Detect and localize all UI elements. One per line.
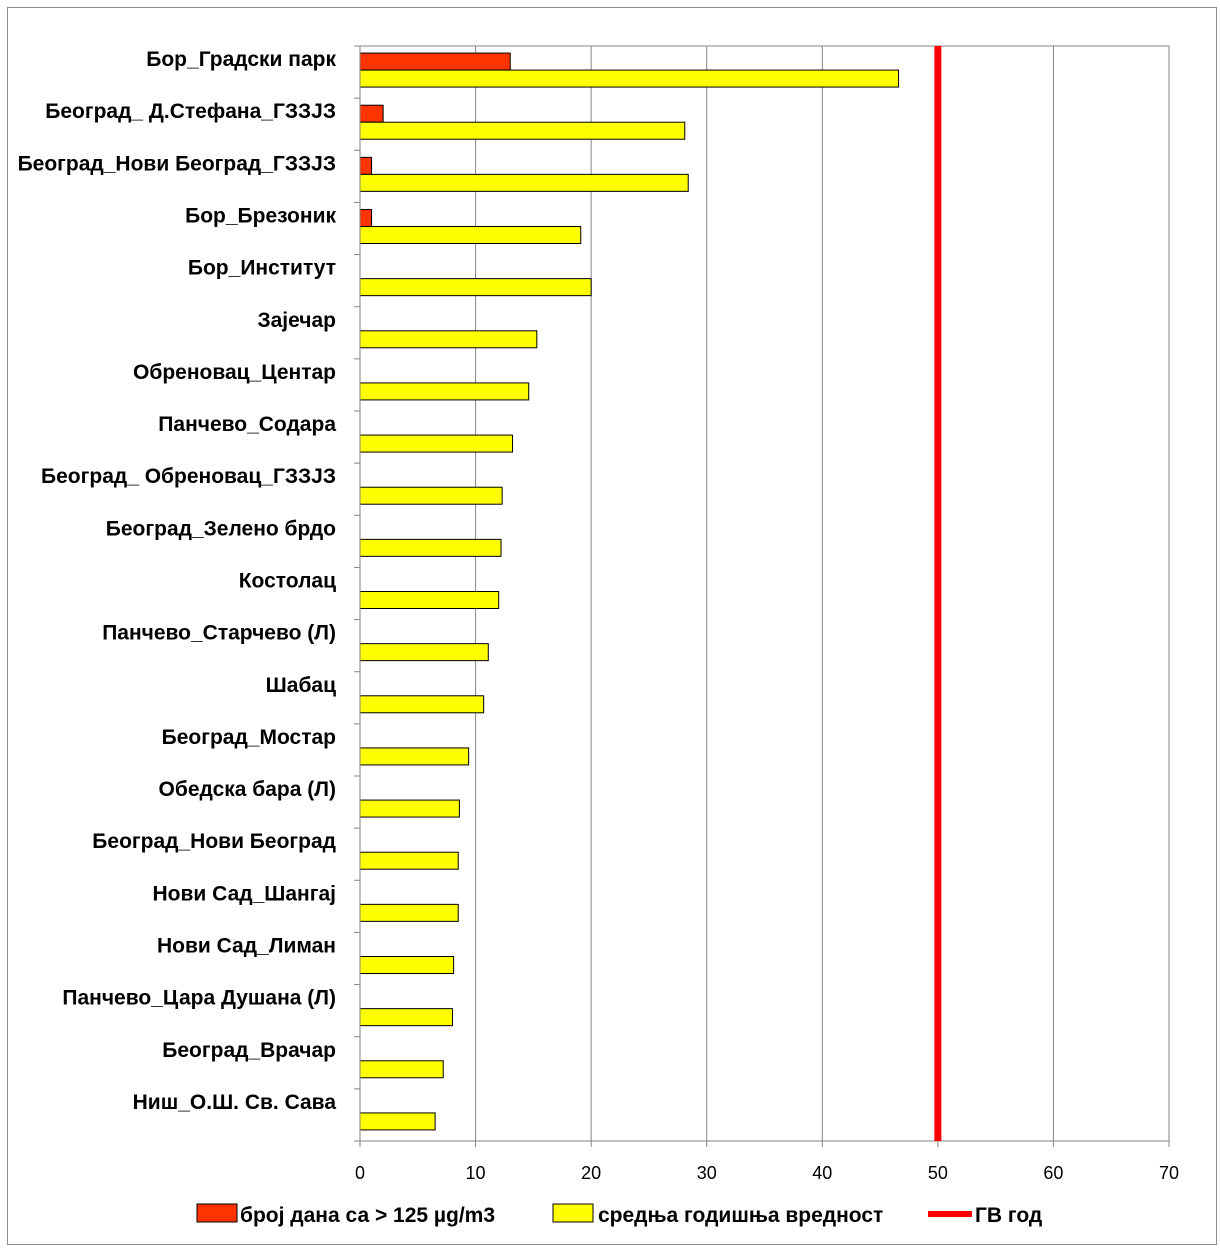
category-label: Панчево_Старчево (Л) xyxy=(102,622,336,645)
category-label: Нови Сад_Шангај xyxy=(153,882,336,905)
axes xyxy=(354,45,1170,1147)
bar-annual-mean xyxy=(359,643,489,662)
category-label: Београд_ Д.Стефана_ГЗЗЈЗ xyxy=(45,100,336,123)
category-label: Београд_ Обреновац_ГЗЗЈЗ xyxy=(41,465,336,488)
category-label: Нови Сад_Лиман xyxy=(157,935,336,958)
category-label: Панчево_Содара xyxy=(158,413,336,436)
category-label: Ниш_О.Ш. Св. Сава xyxy=(133,1091,337,1114)
bar-annual-mean xyxy=(359,226,582,244)
bar-annual-mean xyxy=(359,695,485,714)
bar-annual-mean xyxy=(359,69,900,88)
x-tick-label: 70 xyxy=(1159,1163,1179,1183)
category-label: Београд_Врачар xyxy=(162,1039,336,1062)
category-label: Београд_Нови Београд xyxy=(92,830,336,853)
category-label: Бор_Институт xyxy=(188,257,336,280)
category-label: Костолац xyxy=(239,570,336,593)
legend-swatch-annual-mean xyxy=(552,1203,594,1223)
bar-annual-mean xyxy=(359,903,459,922)
bar-annual-mean xyxy=(359,591,500,609)
category-label: Панчево_Цара Душана (Л) xyxy=(62,987,336,1010)
category-label: Бор_Градски парк xyxy=(146,48,336,71)
bar-annual-mean xyxy=(359,538,502,557)
bar-days-exceeded xyxy=(359,52,511,71)
legend-label-days-exceeded: број дана са > 125 µg/m3 xyxy=(240,1204,495,1227)
bar-annual-mean xyxy=(359,747,470,766)
chart-frame xyxy=(7,7,1217,1245)
legend: број дана са > 125 µg/m3 средња годишња в… xyxy=(196,1203,1042,1227)
bar-annual-mean xyxy=(359,1112,436,1131)
bar-annual-mean xyxy=(359,799,460,818)
x-tick-label: 30 xyxy=(697,1163,717,1183)
category-label: Обедска бара (Л) xyxy=(159,778,336,801)
legend-swatch-days-exceeded xyxy=(196,1203,238,1223)
category-labels: Бор_Градски парк Београд_ Д.Стефана_ГЗЗЈЗ… xyxy=(18,48,337,1114)
bar-annual-mean xyxy=(359,278,592,297)
bars xyxy=(359,52,900,1131)
legend-label-annual-mean: средња годишња вредност xyxy=(598,1204,883,1227)
x-tick-label: 0 xyxy=(355,1163,365,1183)
bar-annual-mean xyxy=(359,1008,453,1027)
category-label: Београд_Нови Београд_ГЗЗЈЗ xyxy=(18,152,336,175)
category-label: Зајечар xyxy=(257,309,336,332)
bar-days-exceeded xyxy=(359,209,373,227)
category-label: Бор_Брезоник xyxy=(185,205,336,228)
category-label: Београд_Зелено брдо xyxy=(106,517,336,540)
x-tick-label: 40 xyxy=(812,1163,832,1183)
x-tick-label: 60 xyxy=(1043,1163,1063,1183)
bar-annual-mean xyxy=(359,173,689,192)
x-tick-label: 50 xyxy=(928,1163,948,1183)
bar-annual-mean xyxy=(359,851,459,870)
bar-annual-mean xyxy=(359,1060,444,1079)
bar-annual-mean xyxy=(359,330,538,349)
bar-days-exceeded xyxy=(359,104,384,123)
bar-days-exceeded xyxy=(359,156,373,175)
x-tick-label: 10 xyxy=(466,1163,486,1183)
category-label: Београд_Мостар xyxy=(162,726,336,749)
category-label: Шабац xyxy=(266,674,336,697)
bar-annual-mean xyxy=(359,956,455,974)
bar-annual-mean xyxy=(359,121,686,140)
category-label: Обреновац_Центар xyxy=(133,361,336,384)
x-tick-labels: 0 10 20 30 40 50 60 70 xyxy=(355,1163,1179,1183)
bar-annual-mean xyxy=(359,486,503,505)
bar-annual-mean xyxy=(359,382,530,401)
bar-annual-mean xyxy=(359,434,514,453)
x-tick-label: 20 xyxy=(581,1163,601,1183)
legend-label-limit-line: ГВ год xyxy=(975,1204,1042,1227)
